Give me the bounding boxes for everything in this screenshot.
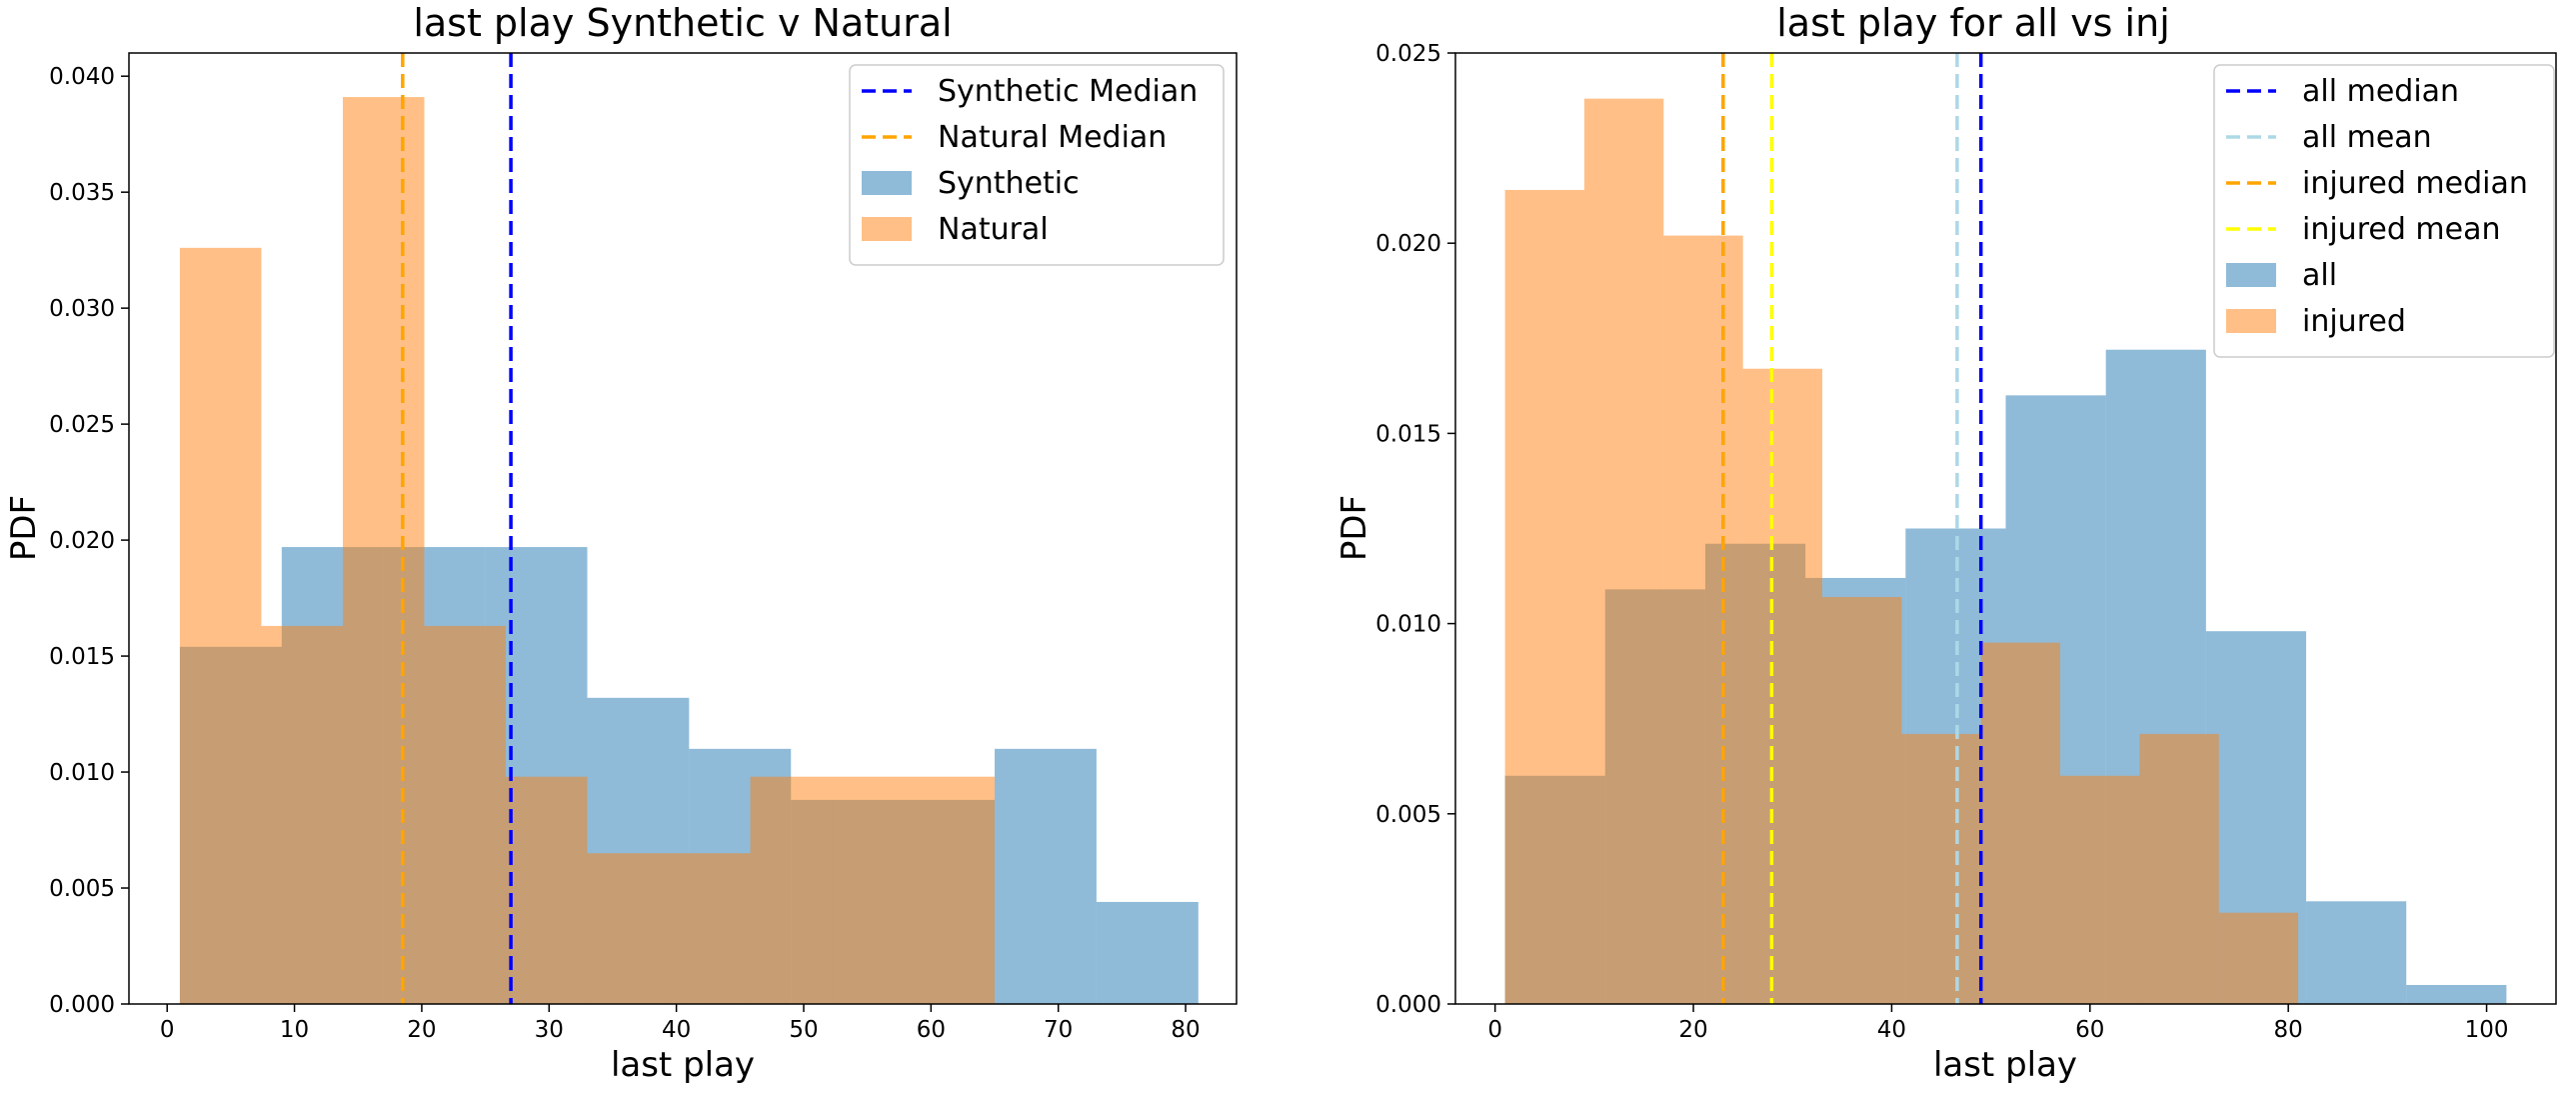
x-tick-label: 50 bbox=[789, 1017, 818, 1043]
y-tick-label: 0.000 bbox=[49, 992, 115, 1018]
histogram-bar bbox=[1822, 596, 1902, 1004]
histogram-chart-all-vs-injured: last play for all vs inj 0 20 40 60 80 100 0.0… bbox=[1334, 1, 2557, 1085]
histogram-bar bbox=[1504, 189, 1584, 1005]
series-injured bbox=[1504, 98, 2299, 1005]
histogram-bar bbox=[913, 776, 996, 1004]
histogram-bar bbox=[2406, 984, 2507, 1004]
y-tick-label: 0.020 bbox=[1375, 231, 1441, 257]
histogram-bar bbox=[995, 748, 1097, 1004]
histogram-bar bbox=[2218, 912, 2299, 1004]
y-tick-label: 0.010 bbox=[1375, 612, 1441, 638]
y-tick-label: 0.025 bbox=[1375, 41, 1441, 67]
legend: all median all mean injured median injured … bbox=[2213, 64, 2555, 358]
y-tick-label: 0.015 bbox=[49, 644, 115, 670]
legend-label: injured bbox=[2302, 304, 2406, 339]
legend-label: Natural bbox=[938, 212, 1049, 247]
x-axis-label: last play bbox=[611, 1045, 755, 1085]
legend: Synthetic Median Natural Median Synthetic N… bbox=[849, 64, 1225, 266]
chart-title: last play for all vs inj bbox=[1776, 1, 2170, 45]
legend-box bbox=[849, 64, 1225, 266]
histogram-bar bbox=[668, 853, 751, 1004]
x-tick-label: 30 bbox=[535, 1017, 564, 1043]
plot-area bbox=[179, 53, 1199, 1005]
histogram-bar bbox=[1980, 642, 2061, 1004]
y-tick-label: 0.000 bbox=[1375, 992, 1441, 1018]
legend-label: injured median bbox=[2302, 166, 2528, 201]
histogram-bar bbox=[2139, 733, 2219, 1004]
plot-area bbox=[1504, 53, 2507, 1005]
histogram-bar bbox=[2060, 775, 2140, 1004]
legend-label: Synthetic bbox=[938, 166, 1080, 201]
legend-color-swatch bbox=[2226, 309, 2276, 333]
histogram-bar bbox=[750, 776, 833, 1004]
x-tick-label: 20 bbox=[1678, 1017, 1707, 1043]
histogram-bar bbox=[1096, 901, 1199, 1004]
legend-label: injured mean bbox=[2302, 212, 2501, 247]
y-tick-label: 0.030 bbox=[49, 296, 115, 322]
y-tick-label: 0.005 bbox=[49, 876, 115, 902]
series-natural bbox=[179, 97, 996, 1005]
y-tick-label: 0.005 bbox=[1375, 802, 1441, 828]
histogram-bar bbox=[505, 776, 588, 1004]
histogram-bar bbox=[1583, 98, 1664, 1004]
histogram-bar bbox=[1742, 368, 1822, 1004]
y-tick-label: 0.020 bbox=[49, 528, 115, 554]
x-tick-label: 40 bbox=[1877, 1017, 1906, 1043]
x-tick-label: 70 bbox=[1044, 1017, 1073, 1043]
y-tick-label: 0.025 bbox=[49, 412, 115, 438]
histogram-bar bbox=[1901, 733, 1981, 1004]
histogram-chart-synthetic-vs-natural: last play Synthetic v Natural 0 10 20 30 40 5… bbox=[4, 1, 1238, 1085]
legend-label: all bbox=[2302, 258, 2337, 293]
histogram-bar bbox=[2306, 901, 2407, 1004]
legend-box bbox=[2213, 64, 2555, 358]
y-axis-label: PDF bbox=[1334, 495, 1374, 561]
axes-frame bbox=[128, 52, 1238, 1005]
x-tick-label: 60 bbox=[917, 1017, 946, 1043]
y-axis-label: PDF bbox=[4, 495, 44, 561]
x-tick-label: 20 bbox=[407, 1017, 436, 1043]
x-tick-label: 60 bbox=[2075, 1017, 2104, 1043]
histogram-bar bbox=[587, 853, 669, 1004]
legend-label: all median bbox=[2302, 74, 2459, 109]
axes-frame bbox=[1454, 52, 2557, 1005]
histogram-bar bbox=[424, 625, 506, 1004]
x-tick-label: 0 bbox=[1487, 1017, 1502, 1043]
histogram-bar bbox=[342, 97, 425, 1004]
legend-label: Natural Median bbox=[938, 120, 1167, 155]
y-tick-label: 0.035 bbox=[49, 180, 115, 206]
tick-marks: 0 20 40 60 80 100 0.000 0.005 0.010 0.015 0.020 0.0… bbox=[1375, 41, 2508, 1043]
y-tick-label: 0.010 bbox=[49, 760, 115, 786]
legend-color-swatch bbox=[862, 217, 912, 241]
x-tick-label: 100 bbox=[2465, 1017, 2509, 1043]
x-tick-label: 0 bbox=[160, 1017, 175, 1043]
tick-marks: 0 10 20 30 40 50 60 70 80 0.000 0.005 0.010 0.015 0.0… bbox=[49, 64, 1201, 1043]
histogram-bar bbox=[261, 625, 343, 1004]
x-tick-label: 80 bbox=[1171, 1017, 1200, 1043]
histogram-bar bbox=[1663, 235, 1743, 1005]
chart-title: last play Synthetic v Natural bbox=[413, 1, 952, 45]
histogram-bar bbox=[832, 776, 914, 1004]
legend-label: Synthetic Median bbox=[938, 74, 1198, 109]
x-tick-label: 80 bbox=[2274, 1017, 2303, 1043]
x-tick-label: 10 bbox=[280, 1017, 309, 1043]
x-tick-label: 40 bbox=[662, 1017, 691, 1043]
legend-label: all mean bbox=[2302, 120, 2432, 155]
y-tick-label: 0.015 bbox=[1375, 421, 1441, 447]
y-tick-label: 0.040 bbox=[49, 64, 115, 90]
x-axis-label: last play bbox=[1933, 1045, 2077, 1085]
legend-color-swatch bbox=[2226, 263, 2276, 287]
histogram-bar bbox=[179, 247, 262, 1005]
legend-color-swatch bbox=[862, 171, 912, 195]
